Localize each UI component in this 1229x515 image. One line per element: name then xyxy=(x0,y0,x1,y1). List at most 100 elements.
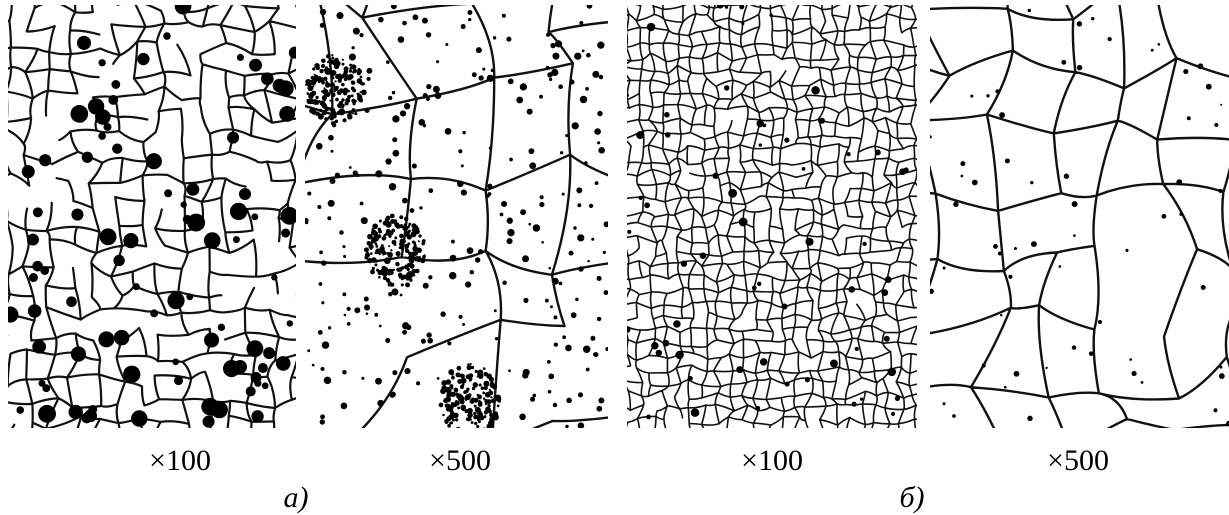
inclusion xyxy=(862,241,867,247)
inclusion xyxy=(361,83,364,86)
inclusion xyxy=(319,419,325,425)
inclusion xyxy=(981,363,986,368)
inclusion xyxy=(337,102,343,109)
inclusion xyxy=(332,113,337,119)
inclusion xyxy=(755,405,761,411)
inclusion xyxy=(404,248,410,253)
inclusion xyxy=(478,75,484,81)
inclusion xyxy=(279,105,296,122)
inclusion xyxy=(550,42,556,49)
inclusion xyxy=(305,220,309,225)
inclusion xyxy=(1107,36,1112,42)
inclusion xyxy=(320,366,325,372)
inclusion xyxy=(759,358,768,366)
inclusion xyxy=(348,73,354,80)
inclusion xyxy=(403,216,409,222)
inclusion xyxy=(374,259,378,263)
inclusion xyxy=(558,281,563,286)
inclusion xyxy=(330,149,334,153)
inclusion xyxy=(559,151,564,155)
inclusion xyxy=(547,360,551,364)
inclusion xyxy=(1218,373,1225,379)
inclusion xyxy=(467,407,473,414)
inclusion xyxy=(490,381,494,385)
inclusion xyxy=(627,229,632,234)
inclusion xyxy=(464,398,468,401)
inclusion xyxy=(558,84,563,90)
inclusion xyxy=(385,278,391,283)
inclusion xyxy=(758,143,763,147)
inclusion xyxy=(496,404,500,408)
inclusion xyxy=(328,58,332,62)
inclusion xyxy=(448,414,454,420)
inclusion xyxy=(1150,48,1154,52)
inclusion xyxy=(596,275,602,282)
inclusion xyxy=(395,223,400,229)
inclusion xyxy=(317,330,323,335)
inclusion xyxy=(314,101,317,104)
inclusion xyxy=(541,240,544,244)
inclusion xyxy=(590,335,596,341)
inclusion xyxy=(1071,345,1077,350)
inclusion xyxy=(484,391,491,398)
inclusion xyxy=(627,93,629,97)
inclusion xyxy=(412,273,416,277)
inclusion xyxy=(469,363,472,366)
inclusion xyxy=(324,66,329,70)
inclusion xyxy=(539,94,543,99)
inclusion xyxy=(593,352,598,357)
inclusion xyxy=(1058,265,1062,268)
inclusion xyxy=(781,303,788,310)
inclusion xyxy=(307,85,314,92)
inclusion xyxy=(103,122,112,131)
inclusion xyxy=(530,396,536,402)
inclusion xyxy=(993,244,998,249)
inclusion xyxy=(356,92,360,96)
inclusion xyxy=(319,8,327,16)
inclusion xyxy=(470,365,475,370)
inclusion xyxy=(484,402,488,406)
inclusion xyxy=(315,66,320,71)
inclusion xyxy=(340,402,348,410)
inclusion xyxy=(391,288,399,296)
inclusion xyxy=(1218,188,1223,194)
inclusion xyxy=(408,222,412,226)
inclusion xyxy=(603,221,608,228)
inclusion xyxy=(680,260,688,267)
inclusion xyxy=(249,58,263,72)
inclusion xyxy=(388,292,393,297)
inclusion xyxy=(380,268,385,272)
inclusion xyxy=(453,412,459,419)
inclusion xyxy=(456,180,464,188)
inclusion xyxy=(453,387,459,393)
inclusion xyxy=(360,89,367,96)
inclusion xyxy=(507,78,514,85)
inclusion xyxy=(1125,248,1129,252)
inclusion xyxy=(353,65,357,69)
inclusion xyxy=(375,377,382,385)
inclusion xyxy=(411,163,417,169)
inclusion xyxy=(519,413,526,421)
magnification-label: ×500 xyxy=(1047,444,1109,477)
inclusion xyxy=(405,276,410,281)
inclusion xyxy=(325,82,331,88)
inclusion xyxy=(728,188,738,198)
micrograph xyxy=(8,5,296,428)
inclusion xyxy=(222,360,241,378)
inclusion xyxy=(32,207,43,218)
inclusion xyxy=(445,379,452,385)
inclusion xyxy=(343,254,347,258)
inclusion xyxy=(687,375,693,382)
inclusion xyxy=(366,76,371,81)
inclusion xyxy=(341,98,345,102)
inclusion xyxy=(586,52,591,58)
inclusion xyxy=(76,114,86,123)
inclusion xyxy=(227,131,240,144)
inclusion xyxy=(419,206,423,210)
inclusion xyxy=(461,432,463,434)
inclusion xyxy=(459,373,463,378)
inclusion xyxy=(662,339,670,347)
inclusion xyxy=(605,347,608,352)
inclusion xyxy=(1071,201,1078,208)
inclusion xyxy=(275,356,291,371)
